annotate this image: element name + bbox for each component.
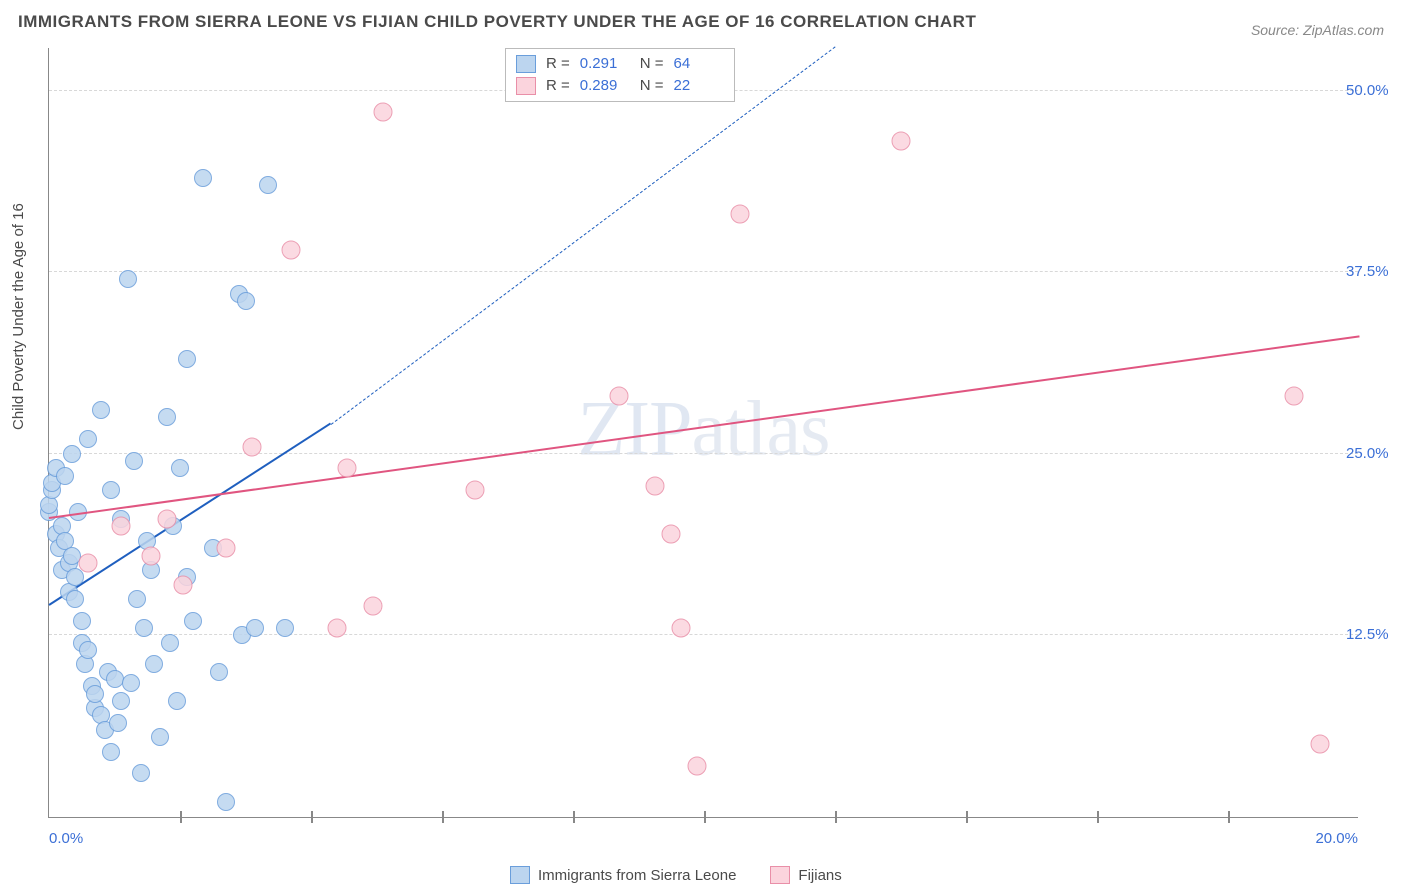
data-point (645, 476, 664, 495)
x-tick (442, 811, 444, 823)
data-point (86, 685, 104, 703)
data-point (112, 517, 131, 536)
data-point (374, 103, 393, 122)
legend-item: Fijians (770, 866, 841, 884)
trend-line (49, 336, 1359, 520)
x-tick (311, 811, 313, 823)
x-axis-min-label: 0.0% (49, 830, 83, 847)
data-point (276, 619, 294, 637)
data-point (79, 641, 97, 659)
x-tick (704, 811, 706, 823)
n-value: 22 (674, 75, 724, 97)
data-point (171, 459, 189, 477)
x-tick (966, 811, 968, 823)
data-point (158, 408, 176, 426)
series-legend: Immigrants from Sierra Leone Fijians (510, 866, 866, 884)
y-tick-label: 12.5% (1346, 626, 1406, 643)
x-tick (835, 811, 837, 823)
data-point (102, 743, 120, 761)
data-point (364, 597, 383, 616)
y-axis-title: Child Poverty Under the Age of 16 (10, 203, 27, 430)
data-point (92, 401, 110, 419)
data-point (145, 655, 163, 673)
r-value: 0.289 (580, 75, 630, 97)
r-value: 0.291 (580, 53, 630, 75)
legend-series-label: Immigrants from Sierra Leone (538, 867, 736, 884)
x-tick (180, 811, 182, 823)
data-point (194, 169, 212, 187)
data-point (328, 619, 347, 638)
data-point (662, 524, 681, 543)
data-point (141, 546, 160, 565)
data-point (246, 619, 264, 637)
n-label: N = (640, 75, 664, 97)
data-point (178, 350, 196, 368)
data-point (609, 386, 628, 405)
r-label: R = (546, 75, 570, 97)
data-point (168, 692, 186, 710)
chart-title: IMMIGRANTS FROM SIERRA LEONE VS FIJIAN C… (18, 12, 976, 32)
data-point (119, 270, 137, 288)
data-point (63, 445, 81, 463)
data-point (79, 430, 97, 448)
data-point (282, 241, 301, 260)
data-point (128, 590, 146, 608)
data-point (1284, 386, 1303, 405)
data-point (112, 692, 130, 710)
data-point (688, 757, 707, 776)
data-point (125, 452, 143, 470)
data-point (338, 459, 357, 478)
legend-swatch-icon (510, 866, 530, 884)
data-point (243, 437, 262, 456)
data-point (1310, 735, 1329, 754)
y-tick-label: 25.0% (1346, 445, 1406, 462)
legend-row: R = 0.291 N = 64 (516, 53, 724, 75)
data-point (122, 674, 140, 692)
x-tick (1097, 811, 1099, 823)
data-point (210, 663, 228, 681)
data-point (102, 481, 120, 499)
legend-swatch-icon (516, 77, 536, 95)
data-point (106, 670, 124, 688)
gridline (49, 271, 1358, 272)
y-tick-label: 37.5% (1346, 263, 1406, 280)
data-point (731, 205, 750, 224)
data-point (174, 575, 193, 594)
n-label: N = (640, 53, 664, 75)
source-attribution: Source: ZipAtlas.com (1251, 22, 1384, 38)
data-point (891, 132, 910, 151)
legend-swatch-icon (770, 866, 790, 884)
data-point (161, 634, 179, 652)
data-point (259, 176, 277, 194)
x-axis-max-label: 20.0% (1315, 830, 1358, 847)
legend-swatch-icon (516, 55, 536, 73)
data-point (465, 481, 484, 500)
data-point (216, 539, 235, 558)
y-tick-label: 50.0% (1346, 82, 1406, 99)
data-point (217, 793, 235, 811)
r-label: R = (546, 53, 570, 75)
data-point (672, 619, 691, 638)
data-point (79, 553, 98, 572)
chart-plot-area: ZIPatlas 0.0% 20.0% 12.5%25.0%37.5%50.0% (48, 48, 1358, 818)
data-point (109, 714, 127, 732)
legend-series-label: Fijians (798, 867, 841, 884)
data-point (184, 612, 202, 630)
x-tick (1228, 811, 1230, 823)
data-point (66, 590, 84, 608)
n-value: 64 (674, 53, 724, 75)
correlation-legend: R = 0.291 N = 64 R = 0.289 N = 22 (505, 48, 735, 102)
legend-item: Immigrants from Sierra Leone (510, 866, 736, 884)
data-point (135, 619, 153, 637)
x-tick (573, 811, 575, 823)
data-point (56, 467, 74, 485)
data-point (151, 728, 169, 746)
legend-row: R = 0.289 N = 22 (516, 75, 724, 97)
data-point (66, 568, 84, 586)
trend-line (330, 46, 835, 425)
data-point (73, 612, 91, 630)
data-point (132, 764, 150, 782)
data-point (237, 292, 255, 310)
data-point (157, 510, 176, 529)
